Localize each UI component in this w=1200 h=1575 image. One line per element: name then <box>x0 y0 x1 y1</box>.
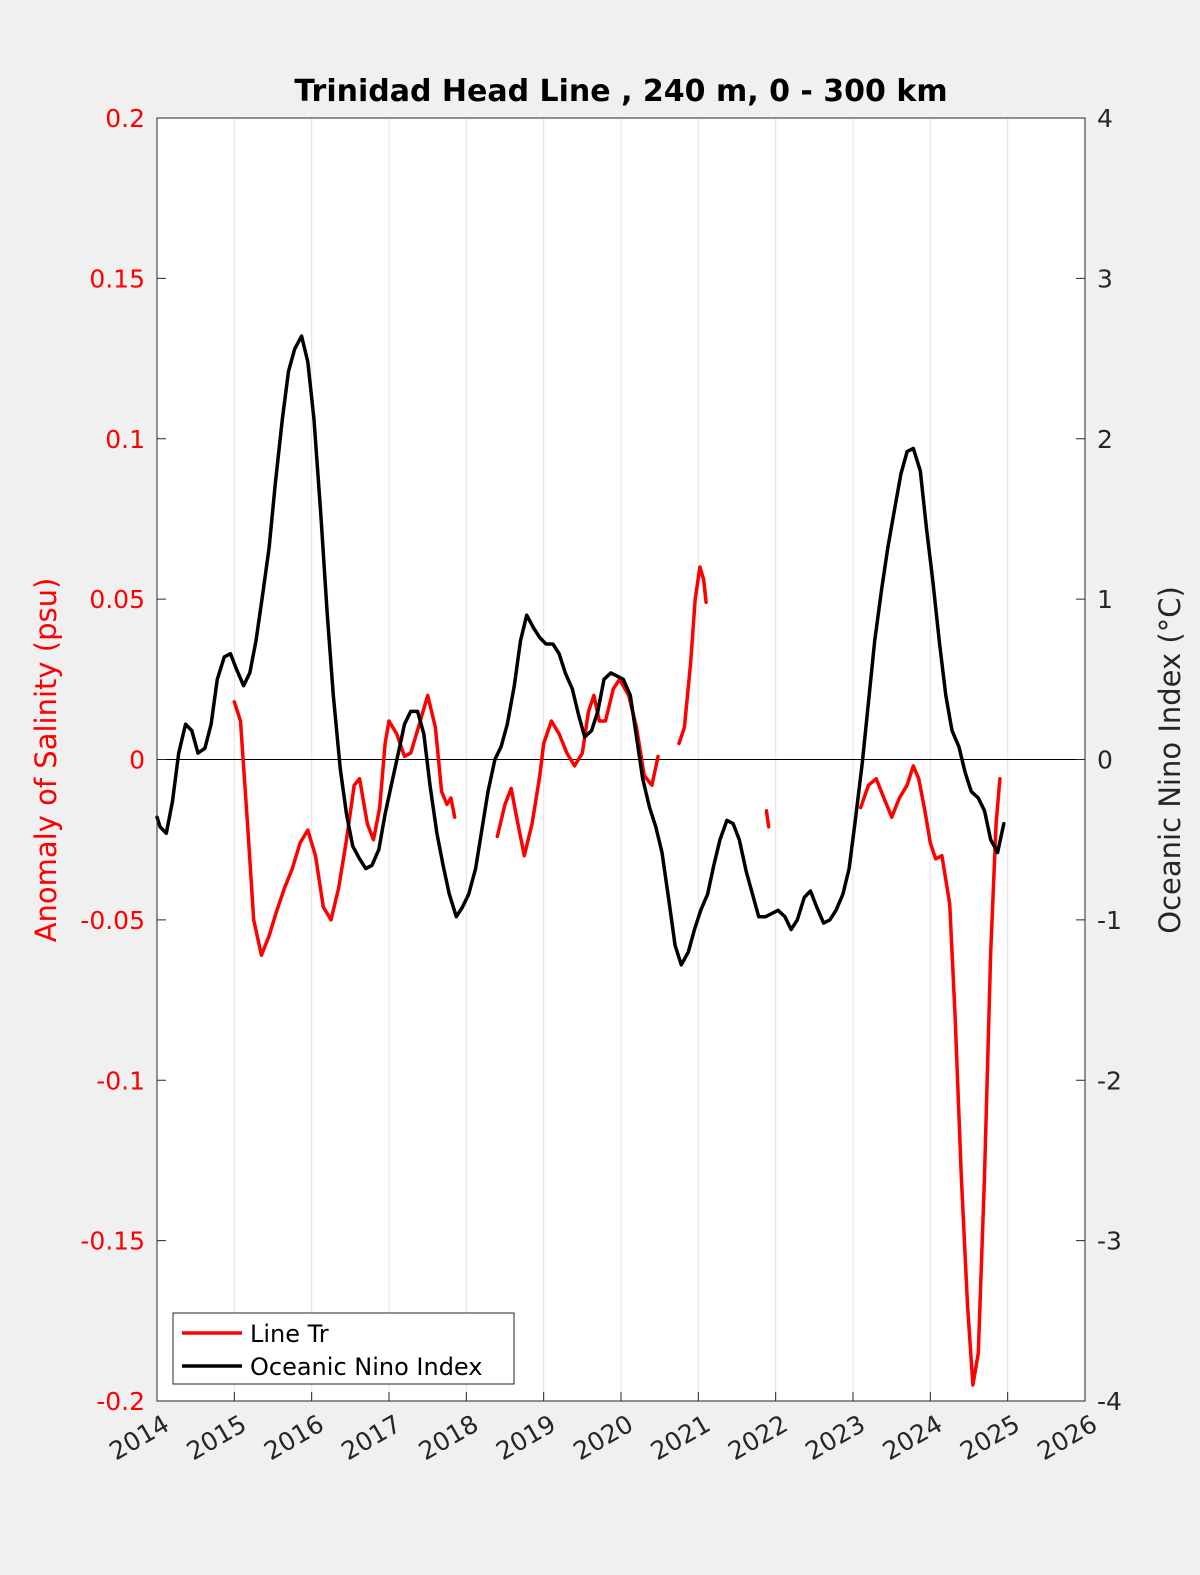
y-right-tick-label: -4 <box>1097 1387 1122 1416</box>
y-axis-right-label: Oceanic Nino Index (°C) <box>1153 586 1187 934</box>
y-left-tick-label: 0.2 <box>105 104 145 133</box>
series-layer <box>155 334 1006 1387</box>
y-left-tick-label: 0 <box>129 746 145 775</box>
y-right-tick-label: 4 <box>1097 104 1113 133</box>
series-line-segment <box>764 809 771 829</box>
y-left-tick-label: -0.05 <box>80 906 145 935</box>
y-right-tick-label: -2 <box>1097 1066 1122 1095</box>
series-line-segment <box>155 334 1006 967</box>
y-left-tick-label: -0.2 <box>96 1387 145 1416</box>
series-line-segment <box>677 565 708 746</box>
y-left-tick-label: 0.15 <box>89 264 145 293</box>
y-left-tick-label: 0.05 <box>89 585 145 614</box>
x-tick-label: 2018 <box>414 1409 484 1466</box>
series-oni <box>155 334 1006 967</box>
y-right-tick-label: 2 <box>1097 425 1113 454</box>
x-tick-label: 2023 <box>800 1409 870 1466</box>
x-tick-label: 2015 <box>182 1409 252 1466</box>
ticks <box>156 117 1086 1402</box>
series-line-segment <box>232 693 457 957</box>
x-tick-label: 2016 <box>259 1409 329 1466</box>
y-right-tick-label: 1 <box>1097 585 1113 614</box>
y-axis-left-label: Anomaly of Salinity (psu) <box>29 578 63 943</box>
legend-label-line-tr: Line Tr <box>250 1320 329 1348</box>
x-tick-label: 2020 <box>568 1409 638 1466</box>
series-line-segment <box>858 764 1002 1387</box>
x-tick-label: 2026 <box>1032 1409 1102 1466</box>
x-tick-label: 2022 <box>723 1409 793 1466</box>
x-tick-label: 2021 <box>646 1409 716 1466</box>
x-tick-label: 2017 <box>336 1409 406 1466</box>
y-right-tick-label: -3 <box>1097 1227 1122 1256</box>
x-tick-label: 2014 <box>104 1409 174 1466</box>
y-left-tick-label: 0.1 <box>105 425 145 454</box>
x-tick-label: 2024 <box>878 1409 948 1466</box>
chart-title: Trinidad Head Line , 240 m, 0 - 300 km <box>294 74 947 109</box>
legend-box <box>172 1312 515 1385</box>
y-right-tick-label: 0 <box>1097 746 1113 775</box>
y-left-tick-label: -0.15 <box>80 1227 145 1256</box>
legend: Line Tr Oceanic Nino Index <box>172 1312 515 1385</box>
y-right-tick-label: 3 <box>1097 264 1113 293</box>
x-tick-label: 2019 <box>491 1409 561 1466</box>
legend-label-oni: Oceanic Nino Index <box>250 1353 482 1381</box>
y-left-tick-label: -0.1 <box>96 1066 145 1095</box>
x-tick-label: 2025 <box>955 1409 1025 1466</box>
y-right-tick-label: -1 <box>1097 906 1122 935</box>
